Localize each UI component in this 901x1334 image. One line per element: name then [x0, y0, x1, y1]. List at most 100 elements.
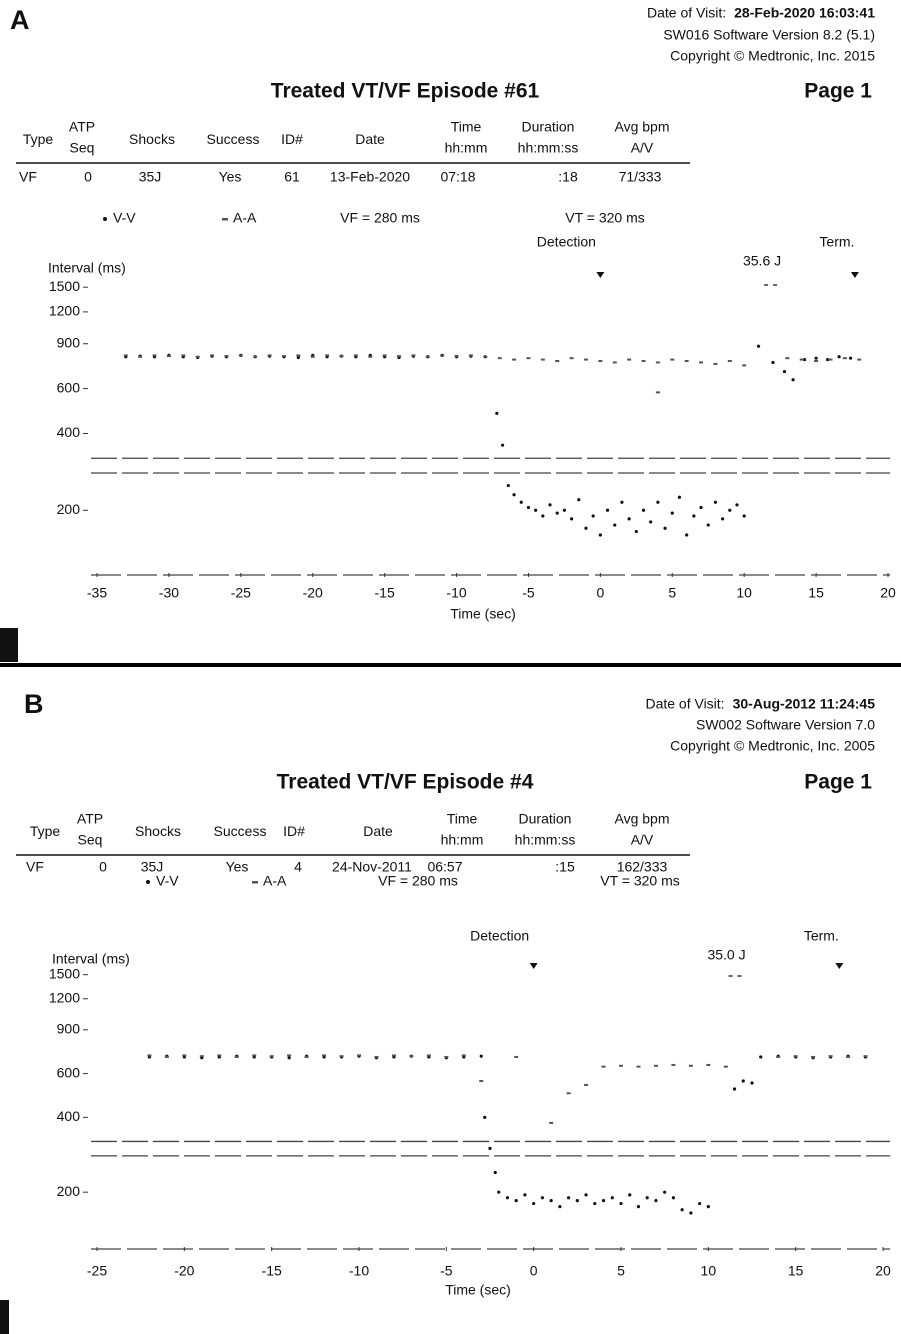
vv-point	[721, 517, 725, 521]
scan-mark	[0, 1300, 9, 1334]
aa-point	[497, 357, 502, 360]
aa-point	[440, 354, 445, 357]
vv-point	[505, 1196, 510, 1200]
legend-marker	[103, 217, 107, 221]
x-tick-label: -5	[522, 585, 535, 601]
vv-point	[519, 500, 523, 504]
y-tick-label: 900	[57, 334, 81, 350]
vv-point	[699, 505, 703, 510]
y-tick-label: 1200	[49, 989, 80, 1005]
table-header: Type	[30, 823, 61, 839]
table-header: A/V	[631, 140, 654, 156]
table-cell: 0	[84, 169, 92, 185]
table-header: ID#	[281, 131, 303, 147]
x-tick-label: 0	[596, 585, 604, 601]
vv-point	[591, 514, 595, 518]
vv-point	[601, 1198, 606, 1203]
panel-label: B	[24, 689, 44, 719]
vv-point	[756, 344, 761, 348]
y-tick-label: 600	[57, 379, 81, 395]
vv-point	[541, 514, 545, 518]
copyright: Copyright © Medtronic, Inc. 2015	[670, 48, 875, 64]
copyright: Copyright © Medtronic, Inc. 2005	[670, 738, 875, 754]
table-header: ATP	[77, 811, 103, 827]
aa-point	[339, 355, 344, 358]
vv-point	[483, 1115, 487, 1119]
y-tick-label: 900	[57, 1021, 81, 1037]
table-header: Avg bpm	[615, 119, 670, 135]
table-header: A/V	[631, 832, 654, 848]
aa-point	[374, 1055, 379, 1058]
x-tick-label: -35	[87, 585, 107, 601]
vv-point	[613, 523, 617, 527]
table-cell: 24-Nov-2011	[332, 859, 412, 875]
vv-point	[689, 1211, 693, 1215]
table-header: hh:mm:ss	[515, 832, 576, 848]
vv-point	[628, 1193, 632, 1197]
aa-point	[828, 1055, 833, 1058]
aa-point	[224, 355, 229, 358]
aa-point	[842, 357, 847, 360]
x-tick-label: 10	[736, 585, 752, 601]
software-version: SW016 Software Version 8.2 (5.1)	[663, 27, 875, 43]
vv-point	[497, 1190, 501, 1194]
annotation: Term.	[819, 234, 854, 250]
vv-point	[685, 533, 689, 537]
vv-point	[627, 517, 631, 521]
aa-point	[195, 355, 200, 358]
vv-point	[814, 356, 818, 360]
vv-point	[500, 443, 505, 447]
annotation: Detection	[537, 234, 596, 250]
vv-point	[523, 1193, 527, 1197]
x-tick-label: 10	[701, 1263, 717, 1279]
vv-point	[479, 1054, 483, 1058]
aa-point	[382, 354, 387, 357]
aa-point	[846, 1055, 851, 1058]
aa-point	[353, 354, 358, 357]
table-cell: VF	[19, 169, 37, 185]
x-tick-label: -25	[231, 585, 251, 601]
vv-point	[735, 503, 739, 507]
vv-point	[759, 1055, 763, 1059]
table-header: Success	[214, 823, 267, 839]
aa-point	[182, 1054, 187, 1057]
table-header: Date	[355, 131, 385, 147]
vv-point	[742, 514, 746, 518]
table-header: Time	[451, 119, 482, 135]
aa-point	[253, 355, 258, 358]
table-header: hh:mm	[441, 832, 484, 848]
vv-point	[598, 533, 602, 537]
aa-point	[706, 1063, 711, 1066]
legend-label: V-V	[156, 873, 179, 889]
vv-point	[802, 357, 807, 362]
x-tick-label: -15	[262, 1263, 282, 1279]
aa-point	[296, 354, 301, 357]
vv-point	[584, 1193, 588, 1197]
threshold-label: VT = 320 ms	[600, 873, 680, 889]
table-header: hh:mm:ss	[518, 140, 579, 156]
aa-point	[857, 358, 862, 361]
y-tick-label: 600	[57, 1064, 81, 1080]
vv-point	[728, 508, 732, 512]
aa-point	[699, 361, 704, 364]
x-tick-label: 15	[808, 585, 824, 601]
table-cell: 13-Feb-2020	[330, 169, 410, 185]
aa-point	[181, 354, 186, 357]
aa-point	[785, 357, 790, 360]
aa-point	[409, 1055, 414, 1058]
vv-point	[540, 1196, 545, 1200]
x-axis-label: Time (sec)	[445, 1282, 511, 1298]
y-tick-label: 1500	[49, 278, 80, 294]
table-header: Shocks	[129, 131, 175, 147]
vv-point	[488, 1146, 492, 1151]
aa-point	[164, 1055, 169, 1058]
vv-point	[495, 411, 499, 415]
x-tick-label: 20	[875, 1263, 891, 1279]
vv-point	[713, 500, 718, 504]
vv-point	[641, 508, 646, 512]
vv-point	[534, 508, 538, 512]
vv-point	[706, 523, 710, 527]
aa-point	[723, 1065, 728, 1068]
scan-mark	[0, 628, 18, 662]
